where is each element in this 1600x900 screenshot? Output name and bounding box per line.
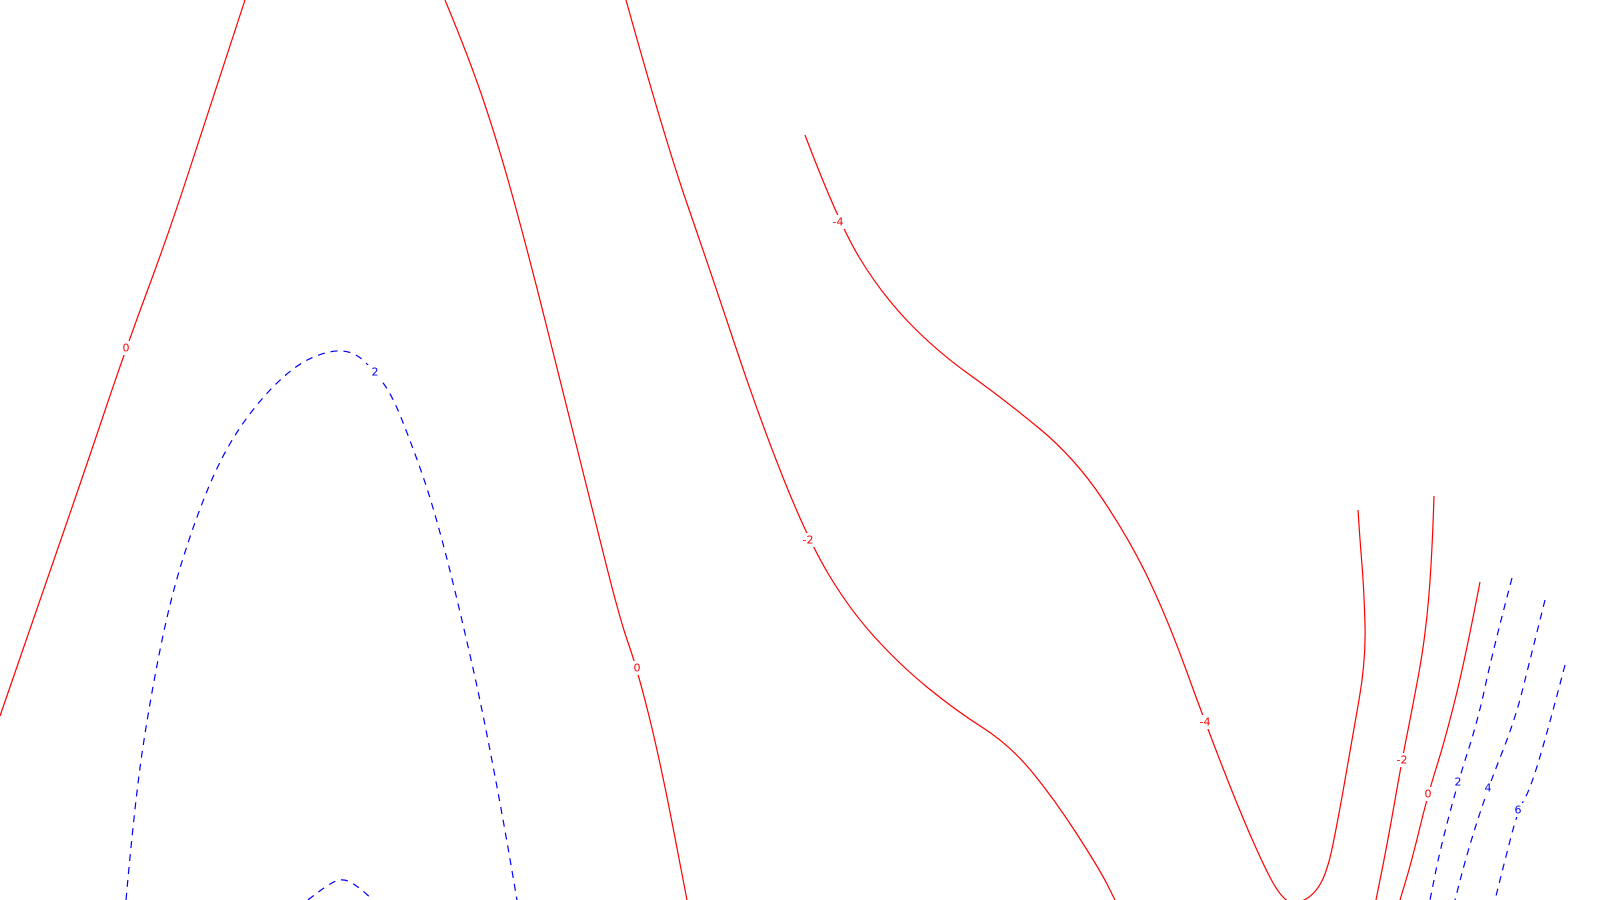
contour-line-level-2 [125, 350, 518, 900]
contour-label-background [1479, 781, 1497, 795]
contour-label: 4 [1485, 782, 1492, 795]
contour-label-background [366, 365, 384, 379]
contour-labels: 0 0 -2 -4 -4 -2 0 2 2 4 6 [117, 215, 1527, 817]
contour-label: 0 [1425, 788, 1432, 801]
contour-lines [0, 0, 1566, 900]
contour-label: -4 [1200, 716, 1211, 729]
contour-label-background [1196, 715, 1214, 729]
contour-label: -4 [833, 216, 844, 229]
contour-line-level-0 [444, 0, 688, 900]
contour-line-level-2 [307, 879, 374, 900]
contour-label-background [1449, 775, 1467, 789]
contour-label-background [1393, 753, 1411, 767]
contour-label-background [1509, 803, 1527, 817]
contour-label-background [628, 661, 646, 675]
contour-label: -2 [803, 534, 814, 547]
contour-line-level-0 [1399, 581, 1481, 900]
contour-label-background [1419, 787, 1437, 801]
contour-line-level-6 [1494, 664, 1566, 900]
contour-line-level-neg4 [804, 134, 1366, 900]
contour-label: -2 [1397, 754, 1408, 767]
contour-label: 2 [372, 366, 379, 379]
contour-line-level-neg2 [1375, 495, 1435, 900]
contour-label: 0 [123, 342, 130, 355]
contour-label: 0 [634, 662, 641, 675]
contour-label-background [829, 215, 847, 229]
contour-label-background [799, 533, 817, 547]
contour-line-level-neg2 [625, 0, 1116, 900]
contour-label: 2 [1455, 776, 1462, 789]
contour-line-level-4 [1454, 599, 1546, 900]
contour-line-level-0 [0, 0, 246, 717]
contour-label-background [117, 341, 135, 355]
contour-label: 6 [1515, 804, 1522, 817]
contour-line-level-2 [1429, 577, 1513, 900]
